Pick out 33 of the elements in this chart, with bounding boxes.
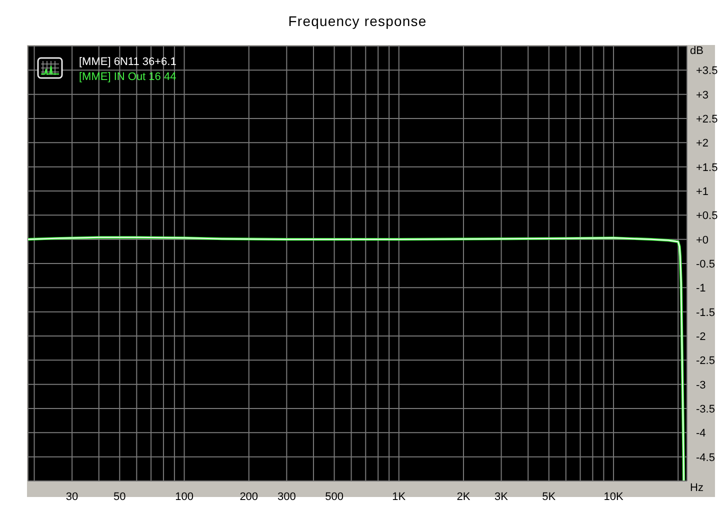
x-tick-label: 3K xyxy=(494,491,509,503)
y-tick-label: -3.5 xyxy=(696,404,715,416)
x-tick-label: 300 xyxy=(277,491,296,503)
x-tick-label: 10K xyxy=(604,491,624,503)
x-tick-label: 1K xyxy=(392,491,406,503)
x-tick-label: 30 xyxy=(66,491,78,503)
legend-label: [MME] IN Out 16 44 xyxy=(79,70,176,85)
y-tick-label: -1 xyxy=(696,282,706,295)
y-tick-label: -4.5 xyxy=(696,452,715,464)
y-tick-label: +2.5 xyxy=(696,114,718,126)
x-tick-label: 50 xyxy=(114,491,126,503)
x-tick-label: 100 xyxy=(175,491,194,503)
x-tick-label: 200 xyxy=(240,491,258,503)
x-axis-title: Hz xyxy=(690,482,704,494)
x-tick-label: 2K xyxy=(456,491,471,503)
y-tick-label: -3 xyxy=(696,379,706,392)
y-tick-label: -0.5 xyxy=(696,258,715,270)
x-tick-label: 500 xyxy=(325,491,344,503)
y-tick-label: -2.5 xyxy=(696,355,715,368)
chart-title: Frequency response xyxy=(287,13,428,29)
y-tick-label: +0 xyxy=(696,234,709,246)
y-tick-label: +2 xyxy=(696,138,709,150)
y-tick-label: -2 xyxy=(696,331,706,343)
y-tick-label: +1 xyxy=(696,186,709,198)
y-axis-title: dB xyxy=(690,45,704,57)
y-tick-label: -4 xyxy=(696,428,706,440)
y-tick-label: +0.5 xyxy=(696,210,718,222)
text: [MME] 6N11 36+6.1 xyxy=(79,55,176,70)
y-tick-label: -1.5 xyxy=(696,306,715,319)
y-tick-label: +1.5 xyxy=(696,162,718,174)
x-tick-label: 5K xyxy=(542,491,556,503)
y-tick-label: +3 xyxy=(696,89,709,102)
y-tick-label: +3.5 xyxy=(696,65,718,78)
